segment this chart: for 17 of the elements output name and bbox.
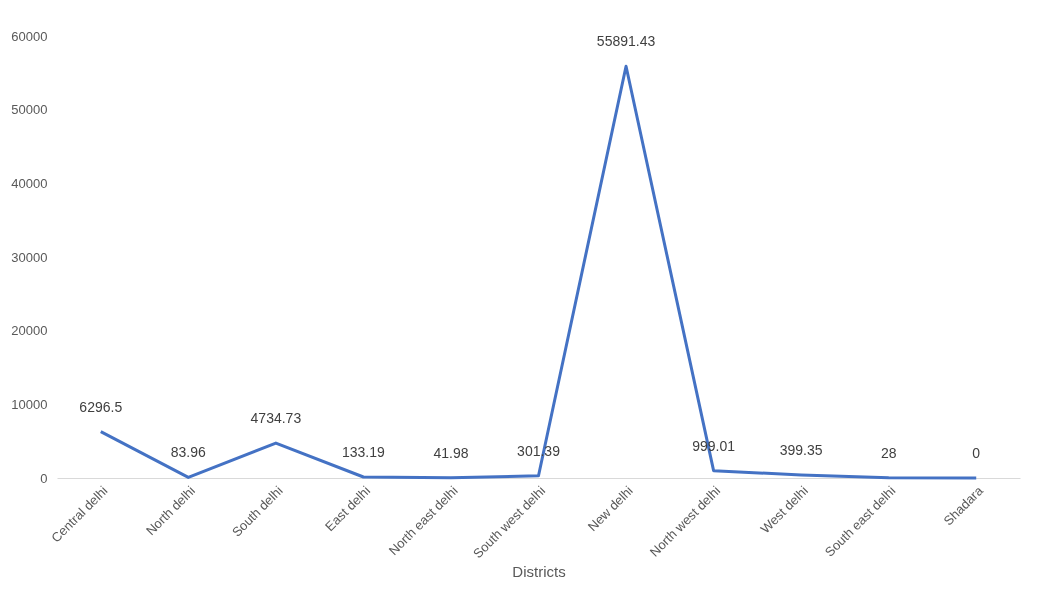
data-label: 0 <box>972 445 981 461</box>
data-label: 28 <box>880 444 897 461</box>
data-label: 55891.43 <box>596 33 656 50</box>
data-label: 41.98 <box>433 444 469 461</box>
data-label: 4734.73 <box>250 410 302 427</box>
y-tick-label: 60000 <box>11 28 48 44</box>
data-label: 399.35 <box>779 442 823 459</box>
x-axis-title: Districts <box>512 563 566 581</box>
data-label: 6296.5 <box>79 398 123 415</box>
y-tick-label: 30000 <box>11 249 48 265</box>
data-label: 133.19 <box>342 444 386 461</box>
data-label: 83.96 <box>170 444 207 461</box>
y-tick-label: 10000 <box>11 396 48 412</box>
y-tick-label: 50000 <box>11 102 48 118</box>
y-tick-label: 40000 <box>11 175 48 191</box>
y-tick-label: 20000 <box>11 323 48 339</box>
y-tick-label: 0 <box>40 470 48 486</box>
